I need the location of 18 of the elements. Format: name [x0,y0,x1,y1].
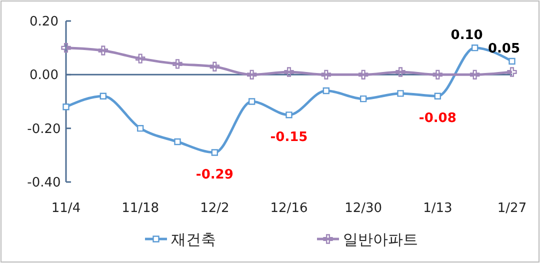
x-tick-label: 12/30 [344,201,382,216]
y-tick-label: -0.40 [27,176,61,191]
y-tick-label: -0.20 [27,122,61,137]
x-tick-label: 1/13 [423,201,452,216]
data-label: -0.29 [196,167,234,182]
data-label: -0.15 [270,130,308,145]
legend-label: 일반아파트 [343,230,418,248]
y-tick-label: 0.20 [30,14,58,30]
data-label: 0.05 [488,41,520,56]
data-label: -0.08 [418,111,456,126]
x-tick-label: 12/16 [270,201,308,216]
x-tick-label: 11/4 [51,201,81,216]
x-tick-label: 1/27 [497,201,527,216]
data-label: 0.10 [450,28,483,43]
x-tick-label: 11/18 [122,201,160,216]
x-tick-label: 12/2 [200,201,230,216]
legend-label: 재건축 [171,230,216,248]
y-tick-label: 0.00 [30,68,58,84]
